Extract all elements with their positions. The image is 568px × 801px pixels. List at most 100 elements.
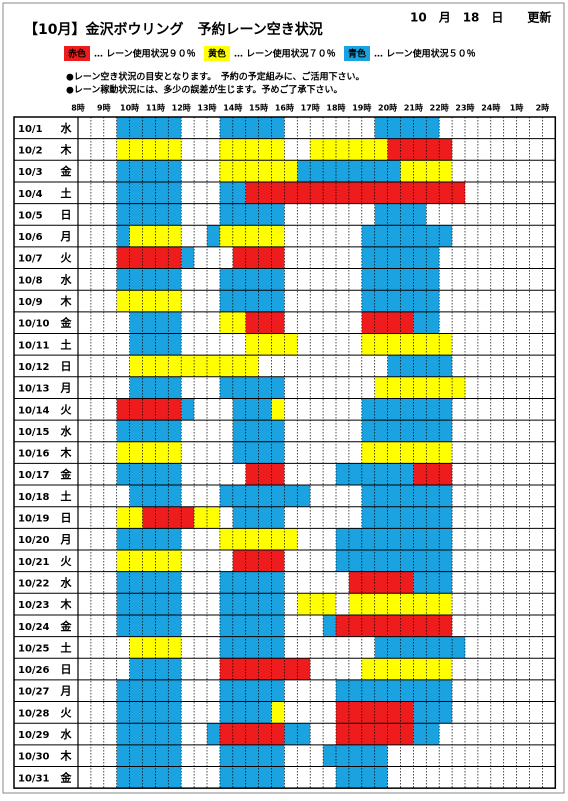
usage-cell: [219, 203, 285, 226]
usage-cell: [336, 528, 453, 550]
legend-tag: 青色: [348, 48, 366, 60]
weekday: 木: [60, 294, 73, 308]
hour-label: 12時: [172, 103, 191, 113]
weekday: 水: [61, 575, 73, 589]
date: 10/9: [18, 297, 43, 308]
date: 10/10: [18, 319, 50, 330]
usage-cell: [219, 614, 285, 637]
usage-cell: [116, 420, 182, 442]
usage-cell: [116, 701, 182, 724]
usage-cell: [219, 723, 285, 745]
usage-cell: [245, 333, 298, 356]
weekday: 木: [60, 749, 73, 763]
usage-cell: [310, 138, 388, 161]
date: 10/1: [18, 124, 43, 135]
weekday: 月: [60, 230, 72, 243]
weekday: 水: [61, 272, 73, 286]
date: 10/13: [18, 384, 50, 395]
weekday: 月: [60, 533, 72, 546]
weekday: 金: [60, 316, 73, 330]
date: 10/18: [18, 492, 50, 503]
legend-swatch: [204, 46, 230, 61]
weekday: 土: [61, 489, 72, 503]
date: 10/28: [18, 708, 50, 719]
date: 10/21: [18, 557, 50, 568]
weekday: 金: [60, 770, 73, 784]
date: 10/4: [18, 189, 43, 200]
date: 10/6: [18, 232, 43, 243]
legend-tag: 黄色: [208, 48, 226, 60]
usage-cell: [219, 658, 311, 680]
usage-cell: [116, 398, 182, 421]
date: 10/19: [18, 514, 50, 525]
hour-label: 1時: [510, 103, 524, 113]
date: 10/20: [18, 535, 50, 546]
usage-cell: [361, 420, 453, 442]
date: 10/16: [18, 449, 50, 460]
date: 10/29: [18, 730, 50, 741]
hour-label: 17時: [301, 103, 320, 113]
usage-cell: [219, 268, 285, 291]
date: 10/25: [18, 643, 50, 654]
weekday: 月: [60, 685, 72, 698]
usage-cell: [116, 723, 182, 745]
usage-cell: [207, 723, 220, 745]
usage-cell: [219, 528, 298, 550]
hour-label: 19時: [352, 103, 371, 113]
weekday: 金: [60, 164, 73, 178]
usage-cell: [181, 246, 195, 269]
usage-cell: [116, 441, 182, 464]
weekday: 日: [61, 512, 72, 525]
usage-cell: [361, 225, 453, 247]
usage-cell: [413, 311, 440, 334]
usage-cell: [116, 181, 182, 204]
usage-cell: [116, 246, 182, 269]
usage-cell: [336, 723, 414, 745]
weekday: 火: [61, 555, 73, 568]
date: 10/17: [18, 470, 50, 481]
date: 10/30: [18, 752, 50, 763]
date: 10/5: [18, 210, 43, 221]
usage-cell: [271, 701, 285, 724]
weekday: 土: [61, 640, 72, 654]
legend-text: … レーン使用状況７０％: [234, 48, 336, 60]
hour-label: 14時: [223, 103, 242, 113]
usage-cell: [219, 571, 285, 594]
usage-cell: [245, 311, 285, 334]
hour-label: 11時: [146, 103, 165, 113]
hour-label: 18時: [326, 103, 345, 113]
usage-cell: [245, 181, 465, 204]
weekday: 木: [60, 446, 73, 460]
weekday: 金: [60, 467, 73, 481]
usage-cell: [219, 593, 285, 615]
hour-label: 9時: [97, 103, 111, 113]
legend-swatch: [64, 46, 90, 61]
hour-label: 22時: [430, 103, 449, 113]
usage-cell: [116, 268, 182, 291]
hour-label: 24時: [481, 103, 500, 113]
weekday: 日: [61, 208, 72, 221]
hour-label: 23時: [455, 103, 474, 113]
updated-date: 10 月 18 日 更新: [410, 10, 551, 25]
date: 10/23: [18, 600, 50, 611]
usage-cell: [116, 550, 182, 572]
usage-cell: [413, 463, 453, 486]
usage-cell: [116, 117, 182, 139]
usage-cell: [232, 398, 272, 421]
weekday: 火: [61, 403, 73, 416]
usage-cell: [361, 658, 453, 680]
weekday: 水: [61, 424, 73, 438]
usage-cell: [181, 398, 195, 421]
usage-cell: [116, 593, 182, 615]
usage-cell: [219, 117, 285, 139]
date: 10/27: [18, 687, 50, 698]
usage-cell: [374, 636, 465, 659]
hour-label: 20時: [378, 103, 397, 113]
usage-cell: [245, 463, 285, 486]
usage-cell: [361, 333, 453, 356]
date: 10/7: [18, 254, 43, 265]
weekday: 月: [60, 382, 72, 395]
date: 10/14: [18, 405, 50, 416]
usage-cell: [219, 225, 285, 247]
weekday: 金: [60, 619, 73, 633]
